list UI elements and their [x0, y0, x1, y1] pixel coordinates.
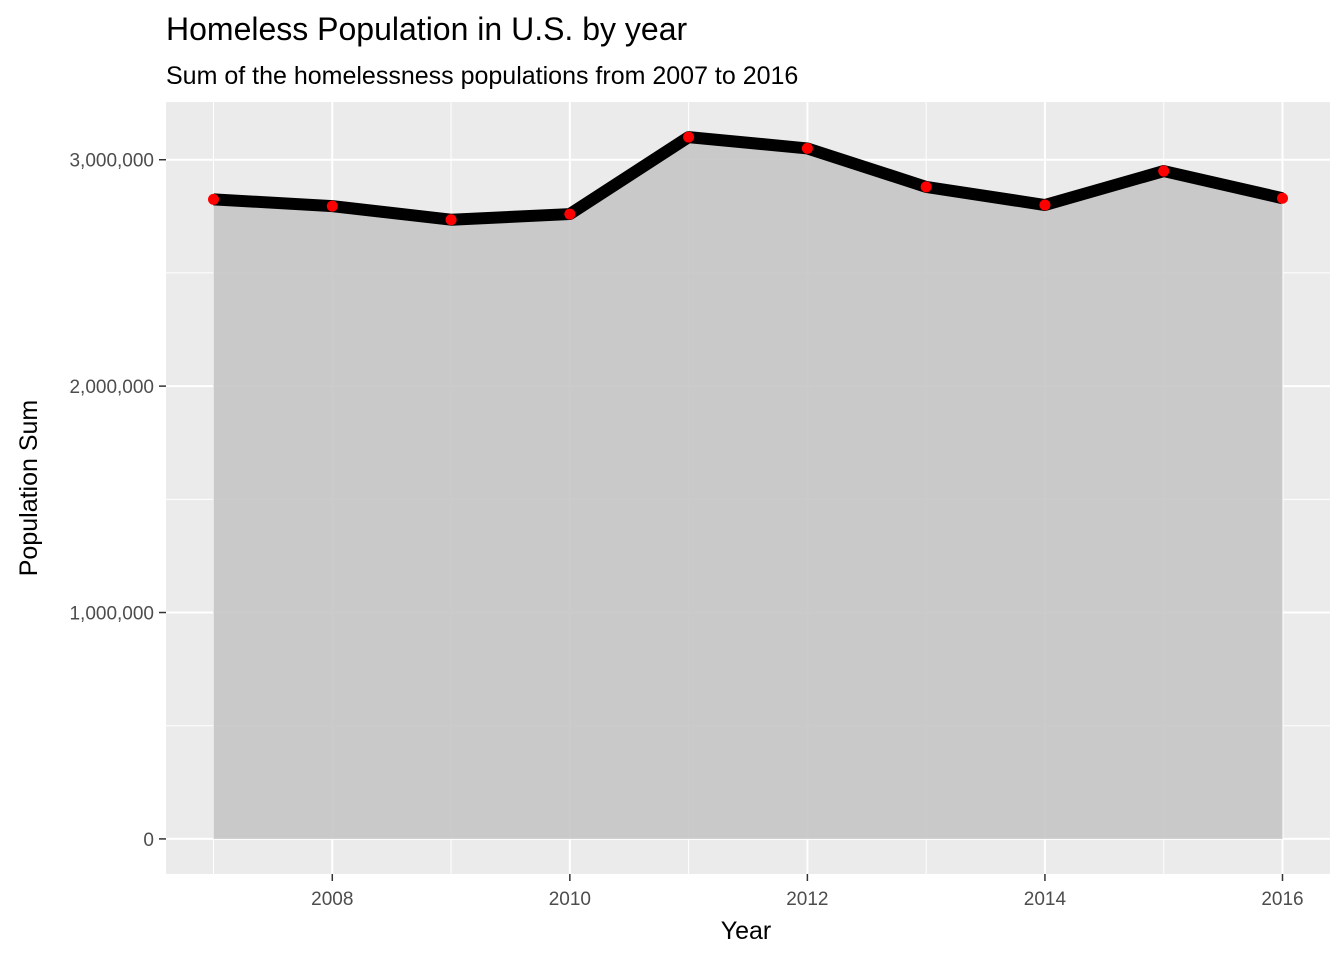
x-tick-label: 2014	[1024, 889, 1067, 910]
data-point	[683, 131, 695, 143]
data-points	[208, 131, 1288, 226]
x-axis-ticks: 2008 2010 2012 2014 2016	[311, 874, 1304, 910]
y-tick-label: 1,000,000	[69, 604, 154, 625]
y-axis-title: Population Sum	[15, 400, 43, 577]
chart-title: Homeless Population in U.S. by year	[166, 11, 687, 47]
series-line	[213, 131, 1284, 226]
data-point	[801, 142, 813, 154]
data-point	[920, 181, 932, 193]
area-fill	[213, 137, 1283, 839]
data-point	[1276, 192, 1288, 204]
y-tick-label: 0	[143, 830, 154, 851]
x-tick-label: 2010	[549, 889, 591, 910]
data-point	[445, 214, 457, 226]
x-tick-label: 2012	[786, 889, 828, 910]
data-point	[1158, 165, 1170, 177]
data-point	[564, 208, 576, 220]
x-tick-label: 2008	[311, 889, 353, 910]
data-point	[326, 200, 338, 212]
x-axis-title: Year	[721, 917, 772, 945]
y-tick-label: 2,000,000	[69, 377, 154, 398]
data-point	[208, 193, 220, 205]
chart-subtitle: Sum of the homelessness populations from…	[166, 62, 798, 90]
data-point	[1039, 199, 1051, 211]
x-tick-label: 2016	[1261, 889, 1303, 910]
y-axis-ticks: 0 1,000,000 2,000,000 3,000,000	[69, 151, 166, 851]
y-tick-label: 3,000,000	[69, 151, 154, 172]
